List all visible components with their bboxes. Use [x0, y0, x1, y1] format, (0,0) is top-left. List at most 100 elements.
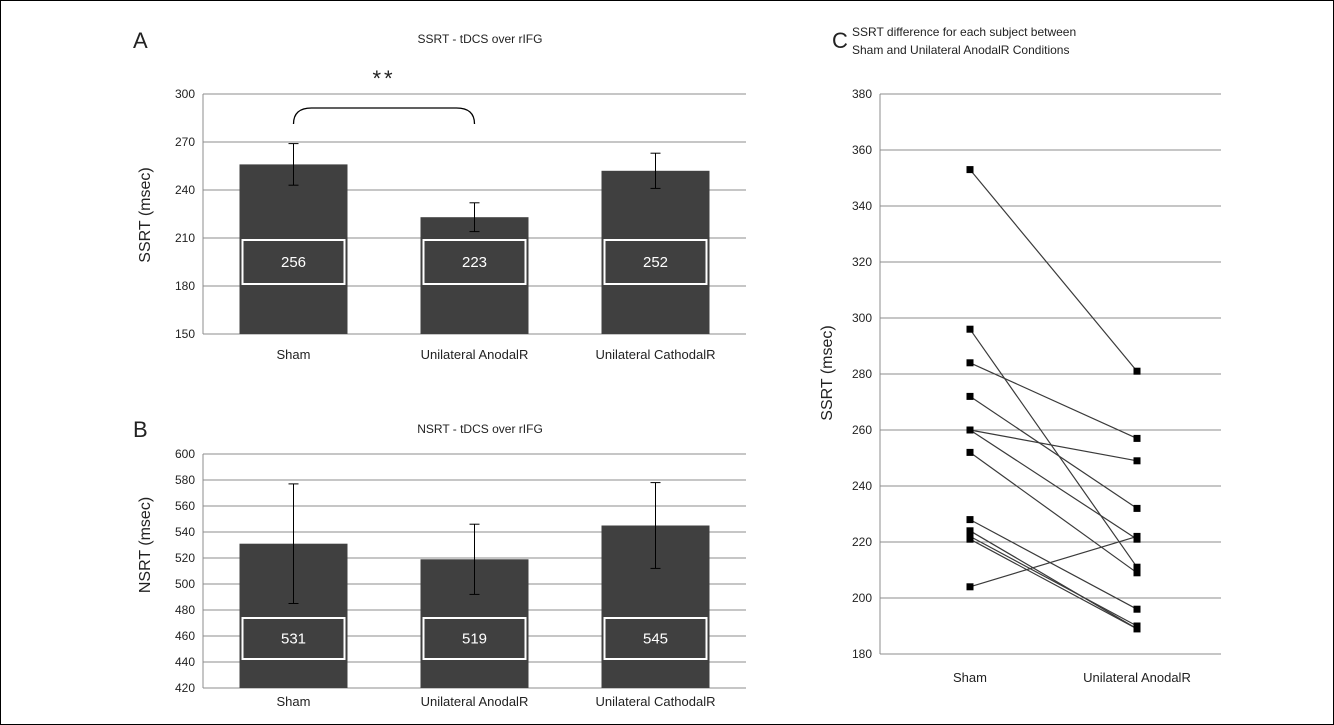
- y-tick-label: 340: [852, 199, 872, 213]
- y-tick-label: 280: [852, 367, 872, 381]
- y-tick-label: 520: [175, 551, 195, 565]
- subject-point: [966, 392, 974, 400]
- subject-line: [969, 538, 1138, 630]
- panel-c-plot: 180 200 220 240 260 280 300 320 340 360 380 Sham Uni…: [852, 87, 1221, 685]
- subject-point: [1133, 457, 1141, 465]
- subject-point: [1133, 563, 1141, 571]
- panel-b-title: NSRT - tDCS over rIFG: [417, 422, 543, 436]
- panel-c-title-line-2: Sham and Unilateral AnodalR Conditions: [852, 43, 1069, 57]
- data-label-box: [241, 617, 346, 660]
- data-label-box: [422, 617, 527, 660]
- panel-a-plot: 150 180 210 240 270 300 256 Sham 223 Unilateral A…: [175, 66, 746, 362]
- y-tick-label: 380: [852, 87, 872, 101]
- y-tick-label: 560: [175, 499, 195, 513]
- data-label: 519: [462, 631, 487, 648]
- panel-b: B NSRT - tDCS over rIFG NSRT (msec) 4204…: [133, 417, 746, 709]
- category-label: Unilateral AnodalR: [421, 347, 529, 362]
- category-label: Sham: [277, 694, 311, 709]
- panel-c: C SSRT difference for each subject betwe…: [819, 25, 1221, 685]
- y-tick-label: 210: [175, 231, 195, 245]
- subject-line: [969, 169, 1138, 372]
- category-label: Sham: [953, 670, 987, 685]
- subject-point: [966, 448, 974, 456]
- category-label: Unilateral AnodalR: [1083, 670, 1191, 685]
- data-label: 531: [281, 631, 306, 648]
- y-tick-label: 420: [175, 681, 195, 695]
- y-tick-label: 180: [175, 279, 195, 293]
- significance-stars: **: [372, 66, 395, 91]
- y-tick-label: 460: [175, 629, 195, 643]
- subject-point: [966, 166, 974, 174]
- y-tick-label: 220: [852, 535, 872, 549]
- subject-line: [969, 519, 1138, 610]
- panel-b-ylabel: NSRT (msec): [137, 497, 154, 593]
- subject-point: [1133, 605, 1141, 613]
- y-tick-label: 500: [175, 577, 195, 591]
- subject-line: [969, 395, 1138, 509]
- y-tick-label: 580: [175, 473, 195, 487]
- y-tick-label: 260: [852, 423, 872, 437]
- data-label-box: [603, 239, 708, 285]
- bar: [420, 217, 529, 334]
- panel-c-letter: C: [832, 28, 848, 53]
- panel-b-letter: B: [133, 417, 148, 442]
- panel-a-ylabel: SSRT (msec): [137, 167, 154, 262]
- data-label-box: [603, 617, 708, 660]
- subject-point: [966, 583, 974, 591]
- category-label: Sham: [277, 347, 311, 362]
- y-tick-label: 360: [852, 143, 872, 157]
- panel-b-plot: 420 440 460 480 500 520 540 560 580 600 531 Sham 519…: [175, 447, 746, 709]
- subject-point: [1133, 504, 1141, 512]
- data-label: 252: [643, 254, 668, 271]
- subject-point: [966, 516, 974, 524]
- subject-line: [969, 429, 1138, 462]
- subject-line: [969, 451, 1138, 574]
- subject-point: [1133, 434, 1141, 442]
- y-tick-label: 150: [175, 327, 195, 341]
- y-tick-label: 300: [852, 311, 872, 325]
- y-tick-label: 480: [175, 603, 195, 617]
- subject-line: [969, 362, 1138, 439]
- y-tick-label: 270: [175, 135, 195, 149]
- subject-point: [1133, 569, 1141, 577]
- panel-a: A SSRT - tDCS over rIFG SSRT (msec) 1501…: [133, 28, 746, 362]
- panel-c-ylabel: SSRT (msec): [819, 325, 836, 420]
- subject-point: [966, 359, 974, 367]
- y-tick-label: 200: [852, 591, 872, 605]
- data-label: 545: [643, 631, 668, 648]
- y-tick-label: 540: [175, 525, 195, 539]
- data-label: 223: [462, 254, 487, 271]
- subject-line: [969, 535, 1138, 627]
- category-label: Unilateral CathodalR: [596, 694, 716, 709]
- category-label: Unilateral AnodalR: [421, 694, 529, 709]
- subject-point: [966, 535, 974, 543]
- y-tick-label: 300: [175, 87, 195, 101]
- y-tick-label: 180: [852, 647, 872, 661]
- subject-point: [1133, 367, 1141, 375]
- panel-c-title-line-1: SSRT difference for each subject between: [852, 25, 1076, 39]
- subject-point: [1133, 532, 1141, 540]
- y-tick-label: 240: [175, 183, 195, 197]
- significance-bracket: [292, 107, 476, 125]
- subject-line: [969, 429, 1138, 540]
- bar: [239, 164, 348, 334]
- subject-point: [966, 325, 974, 333]
- subject-point: [966, 527, 974, 535]
- data-label-box: [241, 239, 346, 285]
- y-tick-label: 320: [852, 255, 872, 269]
- data-label-box: [422, 239, 527, 285]
- subject-point: [1133, 625, 1141, 633]
- subject-point: [966, 426, 974, 434]
- panel-a-title: SSRT - tDCS over rIFG: [418, 32, 543, 46]
- bar: [601, 170, 710, 334]
- data-label: 256: [281, 254, 306, 271]
- y-tick-label: 600: [175, 447, 195, 461]
- y-tick-label: 440: [175, 655, 195, 669]
- panel-a-letter: A: [133, 28, 148, 53]
- subject-line: [969, 530, 1138, 630]
- category-label: Unilateral CathodalR: [596, 347, 716, 362]
- y-tick-label: 240: [852, 479, 872, 493]
- subject-line: [969, 328, 1138, 568]
- subject-line: [969, 535, 1138, 588]
